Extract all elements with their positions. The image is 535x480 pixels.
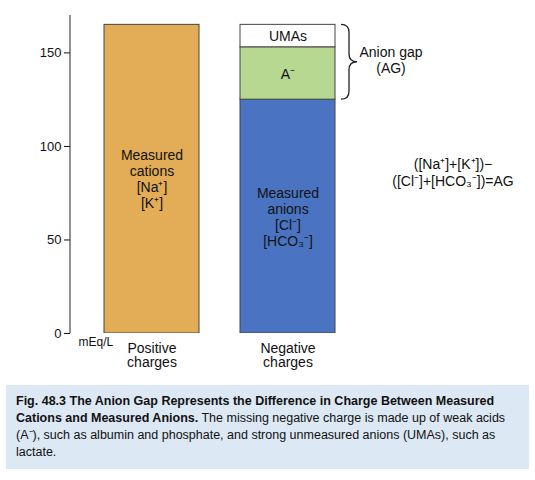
svg-text:A⁻: A⁻ xyxy=(281,66,295,82)
svg-text:UMAs: UMAs xyxy=(269,28,307,44)
svg-text:Measuredanions[Cl⁻][HCO₃⁻]: Measuredanions[Cl⁻][HCO₃⁻] xyxy=(257,185,319,249)
html-text:Fig. 48.3 The Anion Gap Repres: Fig. 48.3 The Anion Gap Represents the D… xyxy=(16,394,506,459)
svg-text:Anion gap(AG): Anion gap(AG) xyxy=(359,44,422,76)
svg-text:Measuredcations[Na⁺][K⁺]: Measuredcations[Na⁺][K⁺] xyxy=(121,147,183,211)
svg-text:100: 100 xyxy=(40,139,62,154)
svg-text:50: 50 xyxy=(47,232,61,247)
svg-text:mEq/L: mEq/L xyxy=(79,335,114,349)
svg-text:150: 150 xyxy=(40,45,62,60)
svg-text:([Na⁺]+[K⁺])−([Cl⁻]+[HCO₃⁻])=A: ([Na⁺]+[K⁺])−([Cl⁻]+[HCO₃⁻])=AG xyxy=(392,156,514,189)
svg-text:Positivecharges: Positivecharges xyxy=(127,340,177,370)
svg-text:0: 0 xyxy=(54,326,61,341)
svg-text:Negativecharges: Negativecharges xyxy=(260,340,315,370)
